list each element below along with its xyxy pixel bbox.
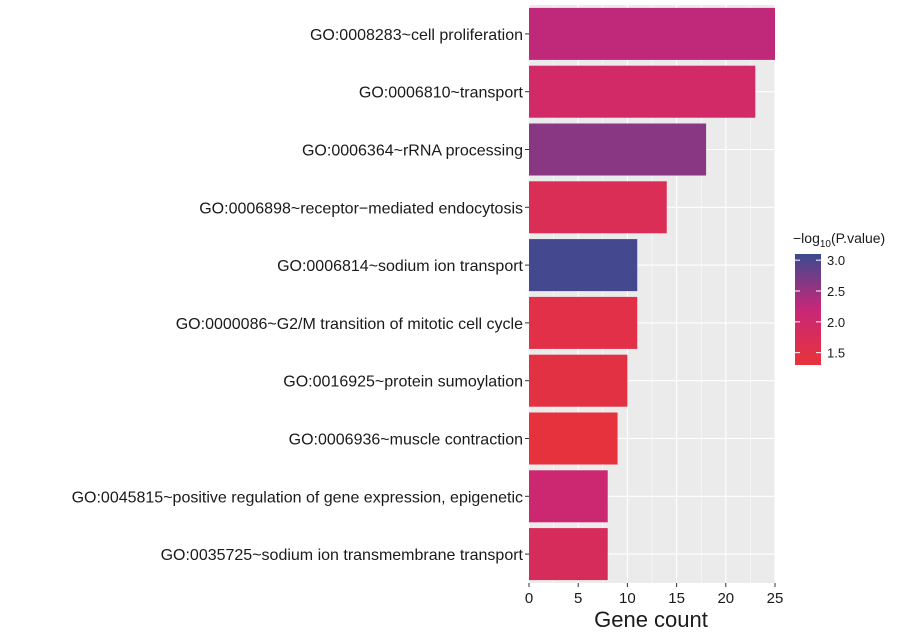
bars <box>529 7 775 581</box>
x-axis-title: Gene count <box>594 607 708 632</box>
category-label: GO:0006814~sodium ion transport <box>277 258 523 275</box>
legend-title-subscript: 10 <box>820 239 832 250</box>
legend-title-prefix: −log <box>793 230 820 246</box>
x-tick-label: 20 <box>717 590 734 607</box>
bar <box>529 412 618 465</box>
x-tick-label: 0 <box>525 590 533 607</box>
legend-tick-label: 2.5 <box>827 284 845 299</box>
bar <box>529 528 608 581</box>
category-label: GO:0006936~muscle contraction <box>289 432 523 449</box>
category-label: GO:0000086~G2/M transition of mitotic ce… <box>176 316 523 333</box>
x-axis: 0 5 10 15 20 25 <box>525 583 784 607</box>
legend-tick-label: 3.0 <box>827 253 845 268</box>
bar <box>529 470 608 523</box>
color-legend: −log10(P.value) 3.0 2.5 2.0 1.5 <box>793 230 885 365</box>
legend-tick-label: 1.5 <box>827 346 845 361</box>
bar <box>529 354 628 407</box>
bar <box>529 7 775 60</box>
legend-title-suffix: (P.value) <box>831 230 885 246</box>
category-label: GO:0006364~rRNA processing <box>302 143 523 160</box>
bar <box>529 65 756 118</box>
category-label: GO:0016925~protein sumoylation <box>283 374 523 391</box>
bar <box>529 239 638 292</box>
legend-title: −log10(P.value) <box>793 230 885 250</box>
x-tick-label: 10 <box>619 590 636 607</box>
bar <box>529 181 667 234</box>
legend-colorbar <box>795 254 821 365</box>
legend-ticks: 3.0 2.5 2.0 1.5 <box>795 253 845 361</box>
x-tick-label: 25 <box>767 590 784 607</box>
category-label: GO:0006898~receptor−mediated endocytosis <box>199 200 523 217</box>
legend-tick-label: 2.0 <box>827 315 845 330</box>
category-label: GO:0008283~cell proliferation <box>310 27 523 44</box>
x-tick-label: 5 <box>574 590 582 607</box>
bar <box>529 296 638 349</box>
category-label: GO:0006810~transport <box>359 85 524 102</box>
category-label: GO:0045815~positive regulation of gene e… <box>72 489 523 506</box>
bar <box>529 123 707 176</box>
x-tick-label: 15 <box>668 590 685 607</box>
category-labels: GO:0008283~cell proliferation GO:0006810~… <box>72 27 529 564</box>
category-label: GO:0035725~sodium ion transmembrane tran… <box>161 547 524 564</box>
